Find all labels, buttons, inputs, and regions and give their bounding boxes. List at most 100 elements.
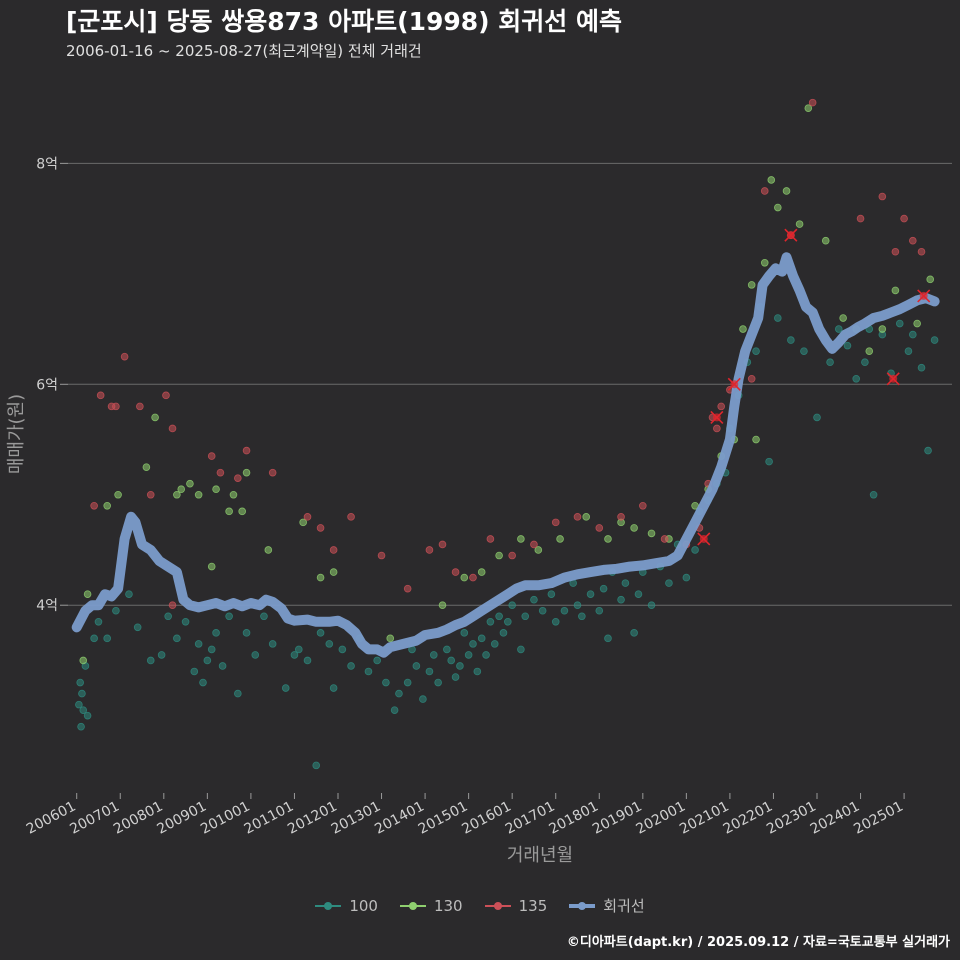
data-point-100 [621, 579, 630, 587]
highlight-marker [886, 372, 900, 386]
x-tick-label: 202401 [808, 798, 863, 837]
data-point-135 [900, 214, 908, 223]
data-point-135 [508, 551, 516, 560]
data-point-130 [774, 203, 782, 212]
data-point-135 [216, 468, 225, 477]
legend-label-regression: 회귀선 [603, 897, 645, 915]
data-point-100 [617, 595, 625, 604]
data-point-130 [79, 656, 88, 665]
data-point-100 [774, 314, 782, 322]
y-axis-title: 매매가(원) [6, 394, 27, 474]
data-point-100 [787, 336, 795, 344]
legend-item-regression[interactable]: 회귀선 [569, 895, 645, 916]
data-point-130 [329, 568, 338, 576]
highlight-marker [727, 377, 741, 391]
data-point-100 [77, 722, 85, 731]
data-point-100 [834, 325, 843, 333]
data-point-100 [164, 612, 172, 621]
data-point-100 [173, 634, 181, 643]
x-tick-label: 200601 [24, 798, 79, 837]
data-point-130 [477, 568, 486, 576]
data-point-135 [96, 391, 105, 400]
x-tick-label: 202101 [677, 798, 732, 837]
legend-label-135: 135 [518, 896, 548, 915]
legend-item-135[interactable]: 135 [484, 895, 548, 916]
highlight-marker [710, 410, 724, 424]
data-point-100 [260, 612, 268, 621]
footer-credit: ©디아파트(dapt.kr) / 2025.09.12 / 자료=국토교통부 실… [566, 935, 950, 950]
x-tick-label: 201801 [546, 798, 601, 837]
data-point-135 [660, 535, 669, 543]
data-point-130 [747, 281, 756, 289]
legend-item-100[interactable]: 100 [315, 895, 378, 916]
data-point-130 [142, 463, 151, 471]
x-tick-label: 201101 [242, 798, 297, 837]
data-point-100 [477, 634, 486, 643]
data-point-100 [373, 656, 381, 665]
x-tick-label: 201601 [459, 798, 514, 837]
data-point-100 [290, 651, 299, 659]
data-point-100 [460, 629, 469, 637]
data-point-135 [747, 374, 756, 383]
data-point-135 [878, 192, 887, 201]
legend-key-130 [399, 899, 426, 913]
data-point-100 [212, 629, 220, 637]
data-point-100 [843, 341, 852, 350]
data-point-130 [782, 187, 791, 195]
data-point-135 [551, 518, 560, 527]
data-point-130 [891, 286, 900, 295]
data-point-100 [329, 684, 338, 692]
data-point-130 [103, 501, 111, 510]
data-point-100 [917, 363, 926, 372]
data-point-135 [595, 524, 604, 532]
data-point-100 [234, 689, 242, 698]
data-point-130 [647, 529, 656, 538]
data-point-100 [895, 319, 904, 328]
x-tick-label: 201401 [372, 798, 427, 837]
x-tick-label: 201901 [590, 798, 645, 837]
data-point-100 [281, 684, 290, 692]
data-point-100 [429, 651, 438, 659]
data-point-135 [891, 247, 900, 256]
data-point-100 [251, 651, 260, 659]
data-point-135 [377, 551, 386, 560]
data-point-130 [865, 347, 874, 355]
data-point-100 [447, 656, 456, 665]
data-point-130 [878, 325, 887, 333]
data-point-100 [486, 617, 495, 626]
data-point-130 [582, 513, 591, 521]
data-point-100 [800, 347, 808, 355]
data-point-135 [808, 98, 817, 107]
data-point-130 [767, 176, 776, 184]
data-point-130 [242, 468, 251, 477]
data-point-100 [181, 617, 190, 626]
data-point-100 [495, 612, 503, 621]
data-point-135 [90, 501, 98, 510]
x-tick-label: 202001 [634, 798, 689, 837]
data-point-100 [325, 640, 334, 648]
data-point-135 [425, 546, 434, 554]
data-point-100 [199, 678, 207, 687]
data-point-100 [521, 612, 530, 621]
data-point-135 [268, 468, 277, 477]
data-point-100 [207, 645, 216, 654]
data-point-130 [839, 314, 847, 322]
data-point-100 [547, 590, 556, 598]
data-point-100 [595, 606, 604, 615]
data-point-130 [194, 490, 203, 499]
x-tick-label: 202301 [764, 798, 819, 837]
data-point-130 [212, 485, 220, 494]
data-point-130 [173, 490, 181, 499]
data-point-100 [578, 612, 586, 621]
data-point-100 [691, 546, 699, 554]
highlight-marker [917, 289, 931, 303]
data-point-100 [861, 358, 869, 367]
data-point-130 [83, 590, 92, 598]
data-point-100 [634, 590, 643, 598]
data-point-100 [75, 700, 83, 709]
legend-item-130[interactable]: 130 [399, 895, 463, 916]
data-point-100 [125, 590, 133, 598]
x-tick-label: 201001 [198, 798, 253, 837]
data-point-100 [303, 656, 312, 665]
